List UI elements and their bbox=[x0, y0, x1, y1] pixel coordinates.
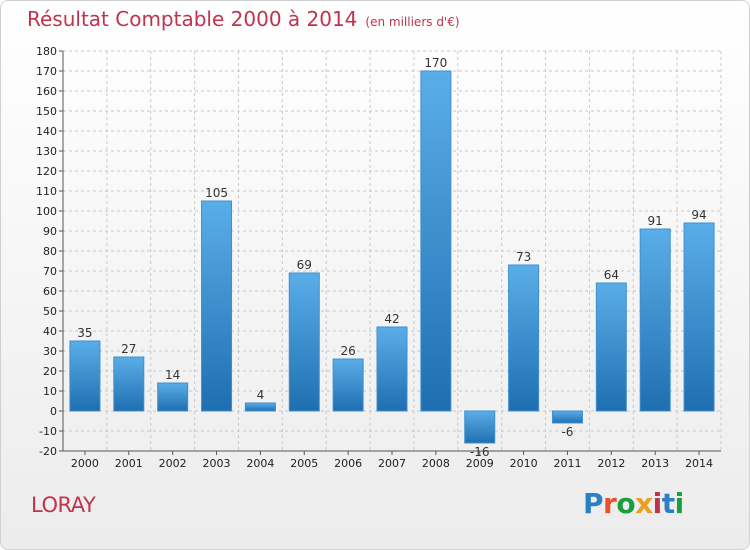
data-label: 105 bbox=[205, 186, 228, 200]
y-tick-label: 0 bbox=[50, 405, 57, 418]
data-label: -6 bbox=[561, 425, 573, 439]
x-tick-label: 2010 bbox=[510, 457, 538, 470]
data-label: 170 bbox=[424, 56, 447, 70]
bar bbox=[420, 70, 452, 412]
y-tick-label: 110 bbox=[36, 185, 57, 198]
x-tick-label: 2014 bbox=[685, 457, 713, 470]
logo-letter: i bbox=[652, 487, 663, 520]
y-tick-label: 180 bbox=[36, 45, 57, 58]
y-tick-label: 140 bbox=[36, 125, 57, 138]
x-tick-label: 2009 bbox=[466, 457, 494, 470]
y-tick-label: 50 bbox=[43, 305, 57, 318]
bar bbox=[113, 356, 145, 412]
y-tick-label: 40 bbox=[43, 325, 57, 338]
y-tick-label: 100 bbox=[36, 205, 57, 218]
y-tick-label: 70 bbox=[43, 265, 57, 278]
y-tick-label: 150 bbox=[36, 105, 57, 118]
bar bbox=[551, 410, 583, 424]
bar bbox=[157, 382, 189, 412]
y-tick-label: 170 bbox=[36, 65, 57, 78]
x-tick-label: 2000 bbox=[71, 457, 99, 470]
chart-title-text: Résultat Comptable 2000 à 2014 bbox=[27, 7, 358, 31]
bar bbox=[508, 264, 540, 412]
x-tick-label: 2006 bbox=[334, 457, 362, 470]
data-label: 35 bbox=[77, 326, 92, 340]
x-tick-label: 2013 bbox=[641, 457, 669, 470]
y-tick-label: 130 bbox=[36, 145, 57, 158]
logo-letter: P bbox=[583, 487, 604, 520]
x-tick-label: 2002 bbox=[159, 457, 187, 470]
bar bbox=[201, 200, 233, 412]
chart-title: Résultat Comptable 2000 à 2014 (en millie… bbox=[27, 7, 460, 31]
x-tick-label: 2003 bbox=[203, 457, 231, 470]
data-label: 73 bbox=[516, 250, 531, 264]
y-tick-label: 20 bbox=[43, 365, 57, 378]
bar bbox=[244, 402, 276, 412]
y-tick-label: 60 bbox=[43, 285, 57, 298]
x-tick-label: 2008 bbox=[422, 457, 450, 470]
bar bbox=[683, 222, 715, 412]
y-tick-label: 80 bbox=[43, 245, 57, 258]
y-tick-label: 10 bbox=[43, 385, 57, 398]
y-tick-label: -20 bbox=[39, 445, 57, 458]
logo-letter: o bbox=[616, 487, 636, 520]
bars bbox=[69, 70, 715, 444]
bar bbox=[288, 272, 320, 412]
x-tick-label: 2012 bbox=[597, 457, 625, 470]
x-tick-label: 2011 bbox=[553, 457, 581, 470]
y-tick-label: 160 bbox=[36, 85, 57, 98]
data-label: 4 bbox=[257, 388, 265, 402]
y-tick-label: 30 bbox=[43, 345, 57, 358]
data-label: 69 bbox=[297, 258, 312, 272]
data-label: 14 bbox=[165, 368, 180, 382]
bar bbox=[464, 410, 496, 444]
bar bbox=[332, 358, 364, 412]
y-tick-label: 90 bbox=[43, 225, 57, 238]
data-label: -16 bbox=[470, 445, 490, 459]
bar bbox=[376, 326, 408, 412]
logo-letter: t bbox=[661, 487, 675, 520]
data-label: 91 bbox=[648, 214, 663, 228]
x-tick-label: 2007 bbox=[378, 457, 406, 470]
place-name: LORAY bbox=[31, 493, 96, 517]
data-label: 94 bbox=[691, 208, 706, 222]
data-label: 42 bbox=[384, 312, 399, 326]
data-label: 26 bbox=[340, 344, 355, 358]
y-tick-label: -10 bbox=[39, 425, 57, 438]
bar bbox=[69, 340, 101, 412]
logo-letter: i bbox=[674, 487, 685, 520]
chart-unit: (en milliers d'€) bbox=[365, 15, 460, 29]
data-label: 64 bbox=[604, 268, 619, 282]
logo-letter: x bbox=[635, 487, 653, 520]
y-tick-label: 120 bbox=[36, 165, 57, 178]
proxiti-logo: Proxiti bbox=[583, 487, 684, 520]
x-tick-label: 2001 bbox=[115, 457, 143, 470]
data-labels: 35 27 14 105 4 69 26 42 170 -16 73 -6 64 91 94 bbox=[77, 56, 706, 459]
x-tick-label: 2004 bbox=[246, 457, 274, 470]
logo-letter: r bbox=[603, 487, 617, 520]
bar bbox=[639, 228, 671, 412]
bar bbox=[595, 282, 627, 412]
data-label: 27 bbox=[121, 342, 136, 356]
x-tick-label: 2005 bbox=[290, 457, 318, 470]
axes: -20 -10 0 10 20 30 40 50 60 70 80 90 100 110 120 130 140… bbox=[36, 45, 721, 470]
